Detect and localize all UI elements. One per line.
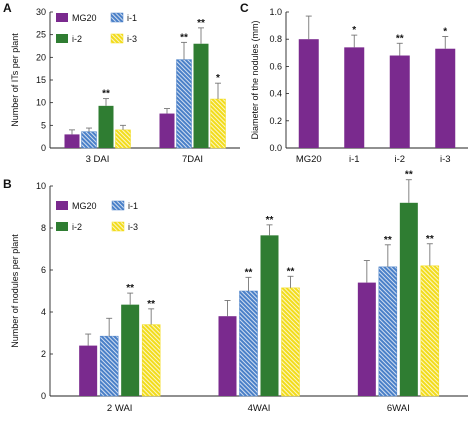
y-tick-label: 0.8 <box>269 34 282 44</box>
bar <box>378 266 398 397</box>
y-axis-label: Diameter of the nodules (mm) <box>250 20 260 139</box>
significance-mark: ** <box>426 234 434 245</box>
bar <box>64 134 80 148</box>
x-tick-label: 7DAI <box>182 154 203 165</box>
y-tick-label: 1.0 <box>269 7 282 17</box>
y-tick-label: 4 <box>41 307 46 317</box>
y-tick-label: 0.4 <box>269 89 282 99</box>
y-tick-label: 0.6 <box>269 61 282 71</box>
legend-swatch <box>110 33 124 44</box>
bar <box>98 105 114 148</box>
legend-label: i-2 <box>72 34 82 44</box>
y-axis-label: Number of nodules per plant <box>10 234 20 348</box>
bar <box>81 131 97 149</box>
legend: MG20 i-1 i-2 i-3 <box>56 200 138 232</box>
significance-mark: ** <box>147 299 155 310</box>
bar <box>239 290 258 397</box>
bar <box>389 55 410 148</box>
y-tick-label: 15 <box>36 75 46 85</box>
bar <box>115 129 131 149</box>
bar <box>193 43 209 148</box>
legend-swatch <box>56 13 68 22</box>
bar <box>159 113 175 148</box>
significance-mark: ** <box>384 235 392 246</box>
legend-label: MG20 <box>72 201 97 211</box>
legend-swatch <box>56 201 68 210</box>
bar <box>281 287 300 397</box>
x-tick-label: MG20 <box>296 154 322 165</box>
bar <box>357 282 376 396</box>
legend-label: i-2 <box>72 222 82 232</box>
bar <box>298 39 319 149</box>
legend-label: MG20 <box>72 13 97 23</box>
bar <box>435 48 456 148</box>
panel-letter: B <box>3 177 12 191</box>
panel-letter: C <box>240 1 249 15</box>
legend-label: i-3 <box>127 34 137 44</box>
bar <box>121 304 140 396</box>
y-tick-label: 6 <box>41 265 46 275</box>
bar <box>210 98 226 149</box>
legend-swatch <box>56 222 68 231</box>
significance-mark: ** <box>266 215 274 226</box>
significance-mark: ** <box>245 267 253 278</box>
legend-swatch <box>111 200 125 211</box>
significance-mark: * <box>443 26 447 37</box>
x-tick-label: 6WAI <box>387 403 410 414</box>
legend-label: i-3 <box>128 222 138 232</box>
panel-b: B 0 2 4 6 8 10 Number of nodules per plant ** ** 2… <box>3 170 468 414</box>
legend: MG20 i-1 i-2 i-3 <box>56 12 137 44</box>
significance-mark: ** <box>102 89 110 100</box>
bar <box>176 59 192 149</box>
y-tick-label: 0.0 <box>269 143 282 153</box>
x-tick-label: i-2 <box>394 154 405 165</box>
y-tick-label: 5 <box>41 120 46 130</box>
x-tick-label: i-3 <box>440 154 451 165</box>
panel-a: A 0 5 10 15 20 25 30 Number of ITs per plant ** 3 … <box>3 1 240 165</box>
significance-mark: ** <box>287 266 295 277</box>
legend-label: i-1 <box>128 201 138 211</box>
y-tick-label: 25 <box>36 30 46 40</box>
y-tick-label: 0.2 <box>269 116 282 126</box>
x-tick-label: i-1 <box>349 154 360 165</box>
panel-c: C 0.0 0.2 0.4 0.6 0.8 1.0 Diameter of the nodul… <box>240 1 468 165</box>
legend-swatch <box>110 12 124 23</box>
x-tick-label: 2 WAI <box>107 403 133 414</box>
y-tick-label: 8 <box>41 223 46 233</box>
significance-mark: ** <box>197 18 205 29</box>
y-tick-label: 2 <box>41 349 46 359</box>
y-axis-label: Number of ITs per plant <box>10 33 20 127</box>
bar <box>344 47 365 148</box>
y-tick-label: 0 <box>41 143 46 153</box>
legend-swatch <box>111 221 125 232</box>
bar <box>79 345 98 396</box>
significance-mark: ** <box>405 170 413 181</box>
legend-swatch <box>56 34 68 43</box>
y-tick-label: 20 <box>36 52 46 62</box>
legend-label: i-1 <box>127 13 137 23</box>
significance-mark: ** <box>396 33 404 44</box>
significance-mark: ** <box>126 283 134 294</box>
bar <box>399 202 418 396</box>
y-tick-label: 0 <box>41 391 46 401</box>
significance-mark: * <box>216 73 220 84</box>
panel-letter: A <box>3 1 12 15</box>
bar <box>99 335 119 397</box>
bar <box>420 265 440 397</box>
x-tick-label: 4WAI <box>248 403 271 414</box>
bar <box>218 316 237 396</box>
significance-mark: * <box>352 25 356 36</box>
y-tick-label: 10 <box>36 98 46 108</box>
x-tick-label: 3 DAI <box>86 154 110 165</box>
bar <box>260 235 279 396</box>
y-tick-label: 10 <box>36 181 46 191</box>
significance-mark: ** <box>180 32 188 43</box>
y-tick-label: 30 <box>36 7 46 17</box>
bar <box>141 324 161 397</box>
